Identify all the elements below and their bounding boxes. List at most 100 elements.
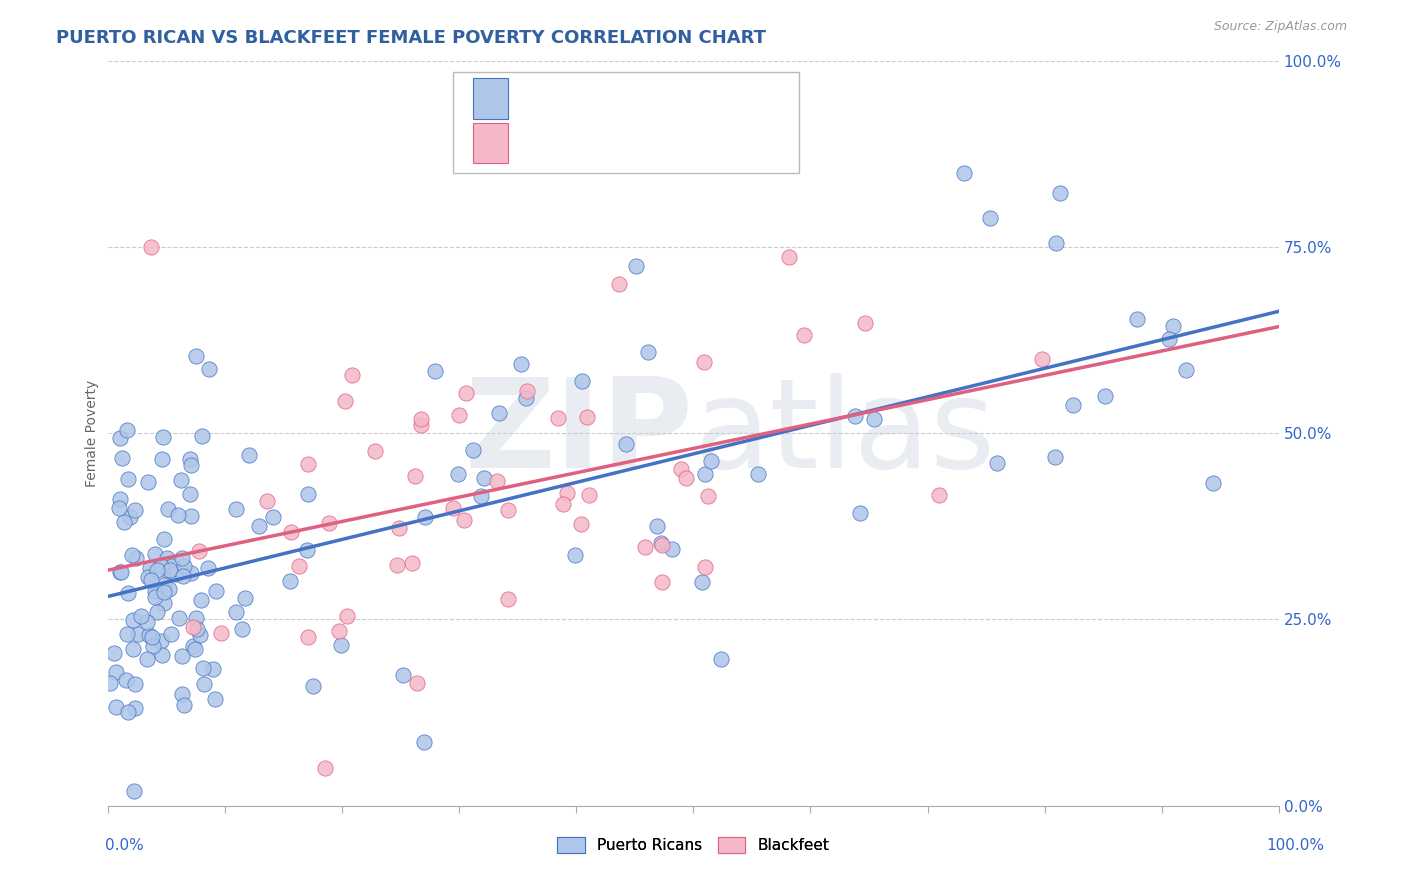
Point	[233, 591, 256, 606]
Point	[136, 475, 159, 489]
Point	[165, 566, 187, 581]
Point	[108, 431, 131, 445]
Point	[571, 374, 593, 388]
Point	[139, 561, 162, 575]
Point	[404, 469, 426, 483]
FancyBboxPatch shape	[472, 122, 508, 163]
Point	[104, 665, 127, 680]
Point	[108, 491, 131, 506]
FancyBboxPatch shape	[472, 78, 508, 119]
Point	[167, 508, 190, 523]
Point	[470, 489, 492, 503]
Point	[406, 675, 429, 690]
Point	[496, 591, 519, 606]
Point	[172, 648, 194, 663]
Point	[136, 615, 159, 630]
Point	[150, 452, 173, 467]
Point	[645, 519, 668, 533]
Point	[110, 450, 132, 465]
Point	[143, 590, 166, 604]
Point	[115, 673, 138, 687]
Point	[637, 345, 659, 359]
Point	[172, 687, 194, 701]
Text: N =  51: N = 51	[650, 132, 718, 150]
Point	[142, 640, 165, 654]
Point	[413, 510, 436, 524]
Point	[547, 410, 569, 425]
Point	[190, 593, 212, 607]
Point	[391, 668, 413, 682]
Point	[205, 584, 228, 599]
Legend: Puerto Ricans, Blackfeet: Puerto Ricans, Blackfeet	[551, 830, 835, 859]
Point	[121, 641, 143, 656]
Point	[413, 735, 436, 749]
Point	[297, 630, 319, 644]
Point	[340, 368, 363, 382]
Point	[333, 394, 356, 409]
Point	[124, 783, 146, 797]
Point	[423, 363, 446, 377]
Point	[190, 627, 212, 641]
Point	[849, 506, 872, 520]
Point	[172, 569, 194, 583]
Point	[108, 566, 131, 580]
Point	[202, 662, 225, 676]
Point	[117, 586, 139, 600]
Point	[143, 583, 166, 598]
Point	[157, 582, 180, 596]
Point	[278, 574, 301, 589]
Point	[986, 456, 1008, 470]
Point	[115, 423, 138, 437]
Point	[318, 516, 340, 531]
Point	[159, 627, 181, 641]
Point	[179, 487, 201, 501]
Point	[238, 448, 260, 462]
Point	[118, 510, 141, 524]
Point	[188, 544, 211, 558]
Point	[661, 542, 683, 557]
Point	[162, 558, 184, 573]
Point	[288, 558, 311, 573]
Point	[747, 467, 769, 481]
Point	[129, 609, 152, 624]
Point	[231, 622, 253, 636]
Point	[103, 646, 125, 660]
Point	[197, 561, 219, 575]
Point	[256, 494, 278, 508]
Text: N = 140: N = 140	[650, 87, 724, 105]
Point	[474, 471, 496, 485]
Point	[173, 559, 195, 574]
Point	[863, 412, 886, 426]
Point	[136, 570, 159, 584]
Point	[928, 488, 950, 502]
Point	[364, 444, 387, 458]
Point	[496, 503, 519, 517]
Point	[139, 573, 162, 587]
Point	[301, 679, 323, 693]
Point	[150, 634, 173, 648]
Point	[153, 577, 176, 591]
Point	[150, 558, 173, 573]
Point	[167, 610, 190, 624]
Point	[180, 458, 202, 472]
Point	[1045, 236, 1067, 251]
Point	[138, 628, 160, 642]
Point	[564, 549, 586, 563]
Point	[153, 585, 176, 599]
Point	[125, 551, 148, 566]
Point	[571, 517, 593, 532]
Point	[209, 626, 232, 640]
Text: Source: ZipAtlas.com: Source: ZipAtlas.com	[1213, 20, 1347, 33]
Point	[634, 540, 657, 554]
Point	[485, 474, 508, 488]
Text: R = 0.690: R = 0.690	[515, 87, 606, 105]
Point	[1045, 450, 1067, 464]
Point	[146, 605, 169, 619]
Point	[401, 556, 423, 570]
Point	[170, 550, 193, 565]
Point	[179, 452, 201, 467]
Point	[441, 500, 464, 515]
Point	[180, 508, 202, 523]
Point	[695, 559, 717, 574]
Point	[710, 651, 733, 665]
